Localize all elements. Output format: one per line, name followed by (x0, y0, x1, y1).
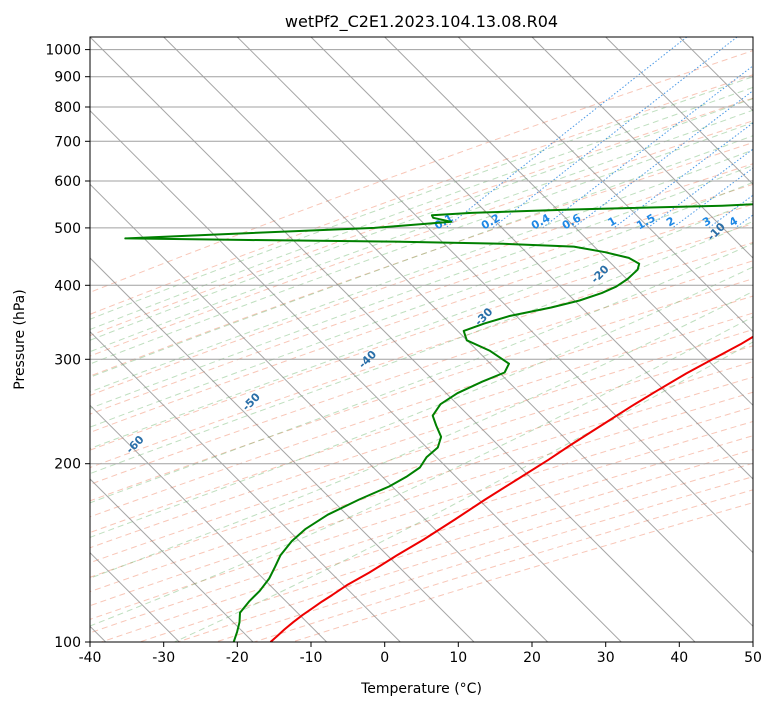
dry-adiabat-label: -70 (7, 475, 30, 498)
dry-adiabat-line (90, 142, 753, 377)
dry-adiabat-line (90, 120, 753, 357)
isotherm-line (90, 37, 696, 642)
temperature-line (269, 335, 753, 642)
isotherm-line (752, 37, 753, 38)
isotherm-line (531, 37, 753, 259)
dry-adiabat-line (90, 361, 753, 578)
mixing-ratio-line (613, 122, 753, 229)
mixing-ratio-line (542, 65, 753, 229)
moist-adiabats (90, 76, 753, 642)
isotherm-line (90, 109, 622, 642)
dry-adiabat-line (90, 260, 753, 485)
dry-adiabat-line (90, 183, 753, 415)
x-axis-label: Temperature (°C) (360, 681, 482, 697)
dry-adiabat-line (90, 163, 753, 396)
moist-adiabat-line (90, 164, 753, 409)
dry-adiabat-line (90, 223, 753, 451)
x-tick-label: -20 (226, 650, 249, 666)
axes: -40 -30 -20 -10 0 10 20 30 40 50 100 200 300 400 500 60… (45, 43, 762, 666)
moist-adiabat-line (90, 98, 753, 341)
mixing-ratio-line (492, 37, 738, 229)
dry-adiabat-line (90, 278, 753, 502)
isotherm-line (90, 257, 475, 642)
isotherm-line (310, 37, 753, 480)
y-tick-label: 900 (54, 70, 81, 86)
y-tick-label: 800 (54, 100, 81, 116)
plot-frame (89, 36, 754, 643)
moist-adiabat-line (90, 86, 753, 331)
chart-title: wetPf2_C2E1.2023.104.13.08.R04 (285, 12, 558, 32)
mixing-ratio-lines (445, 37, 753, 229)
x-tick-label: 40 (670, 650, 688, 666)
isotherm-line (236, 37, 753, 554)
dry-adiabat-line (90, 74, 753, 315)
isotherm-line (90, 330, 401, 642)
moist-adiabat-line (174, 341, 753, 642)
y-tick-label: 200 (54, 457, 81, 473)
moist-adiabat-line (90, 316, 753, 627)
moist-adiabat-line (90, 242, 753, 504)
y-tick-label: 400 (54, 278, 81, 294)
y-tick-label: 100 (54, 635, 81, 651)
isotherm-line (90, 478, 254, 642)
profile-series (124, 203, 753, 642)
x-tick-label: 50 (744, 650, 762, 666)
isotherm-grid (90, 37, 753, 642)
dry-adiabat-line (90, 312, 753, 534)
dry-adiabat-line (90, 391, 753, 607)
y-tick-label: 700 (54, 134, 81, 150)
x-tick-label: 10 (449, 650, 467, 666)
mixing-ratio-label: 6 (766, 214, 775, 229)
dry-adiabat-line (90, 329, 753, 549)
isotherm-line (457, 37, 753, 333)
moist-adiabat-line (90, 76, 753, 320)
x-tick-label: 30 (597, 650, 615, 666)
moist-adiabat-line (90, 266, 753, 538)
isotherm-line (384, 37, 753, 407)
y-tick-label: 600 (54, 174, 81, 190)
y-axis-label: Pressure (hPa) (12, 289, 28, 389)
mixing-ratio-line (445, 37, 688, 229)
x-tick-label: 20 (523, 650, 541, 666)
y-tick-label: 300 (54, 352, 81, 368)
mixing-ratio-line (672, 167, 753, 229)
x-tick-label: -10 (300, 650, 323, 666)
y-tick-label: 1000 (45, 43, 81, 59)
x-tick-label: -30 (152, 650, 175, 666)
dry-adiabats (90, 50, 753, 642)
x-tick-label: -40 (79, 650, 102, 666)
isotherm-line (90, 183, 549, 642)
y-tick-label: 500 (54, 221, 81, 237)
dry-adiabat-line (90, 50, 753, 293)
dry-adiabat-line (90, 97, 753, 337)
moist-adiabat-line (90, 181, 753, 428)
x-tick-label: 0 (380, 650, 389, 666)
isotherm-line (605, 37, 753, 186)
dewpoint-line (124, 203, 753, 642)
isotherm-line (90, 404, 328, 642)
